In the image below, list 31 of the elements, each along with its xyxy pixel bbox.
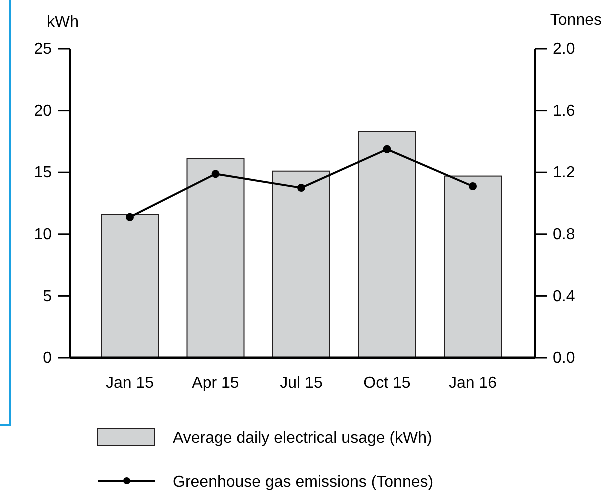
y2-tick-label: 1.6 (553, 102, 576, 120)
y2-tick-label: 0.4 (553, 288, 576, 306)
y-axis-title: kWh (47, 14, 79, 31)
bar (272, 170, 330, 358)
y-tick-label: 25 (34, 41, 52, 58)
bar (101, 214, 159, 358)
y2-tick-label: 0.8 (553, 226, 576, 244)
bar (358, 131, 416, 358)
y-tick-label: 15 (34, 164, 52, 182)
point (383, 145, 392, 154)
point (212, 170, 220, 178)
legend-label: Average daily electrical usage (kWh) (173, 430, 432, 447)
y2-tick-label: 1.2 (553, 164, 576, 182)
bar (444, 176, 502, 358)
y2-tick-label: 2.0 (553, 41, 576, 58)
x-tick-label: Oct 15 (364, 375, 411, 392)
y-tick-label: 20 (34, 102, 52, 120)
x-tick-label: Jul 15 (280, 375, 323, 392)
y-tick-label: 10 (34, 226, 52, 244)
point (126, 213, 134, 222)
legend-label: Greenhouse gas emissions (Tonnes) (173, 474, 434, 491)
y2-axis-title: Tonnes (550, 12, 602, 29)
x-tick-label: Jan 15 (106, 375, 154, 392)
y-tick-label: 0 (43, 350, 52, 368)
x-tick-label: Apr 15 (192, 375, 240, 392)
y-tick-label: 5 (43, 288, 52, 306)
y2-tick-label: 0.0 (553, 350, 576, 368)
point (469, 182, 477, 191)
point (298, 184, 306, 192)
x-tick-label: Jan 16 (448, 375, 498, 392)
bar (186, 158, 245, 358)
